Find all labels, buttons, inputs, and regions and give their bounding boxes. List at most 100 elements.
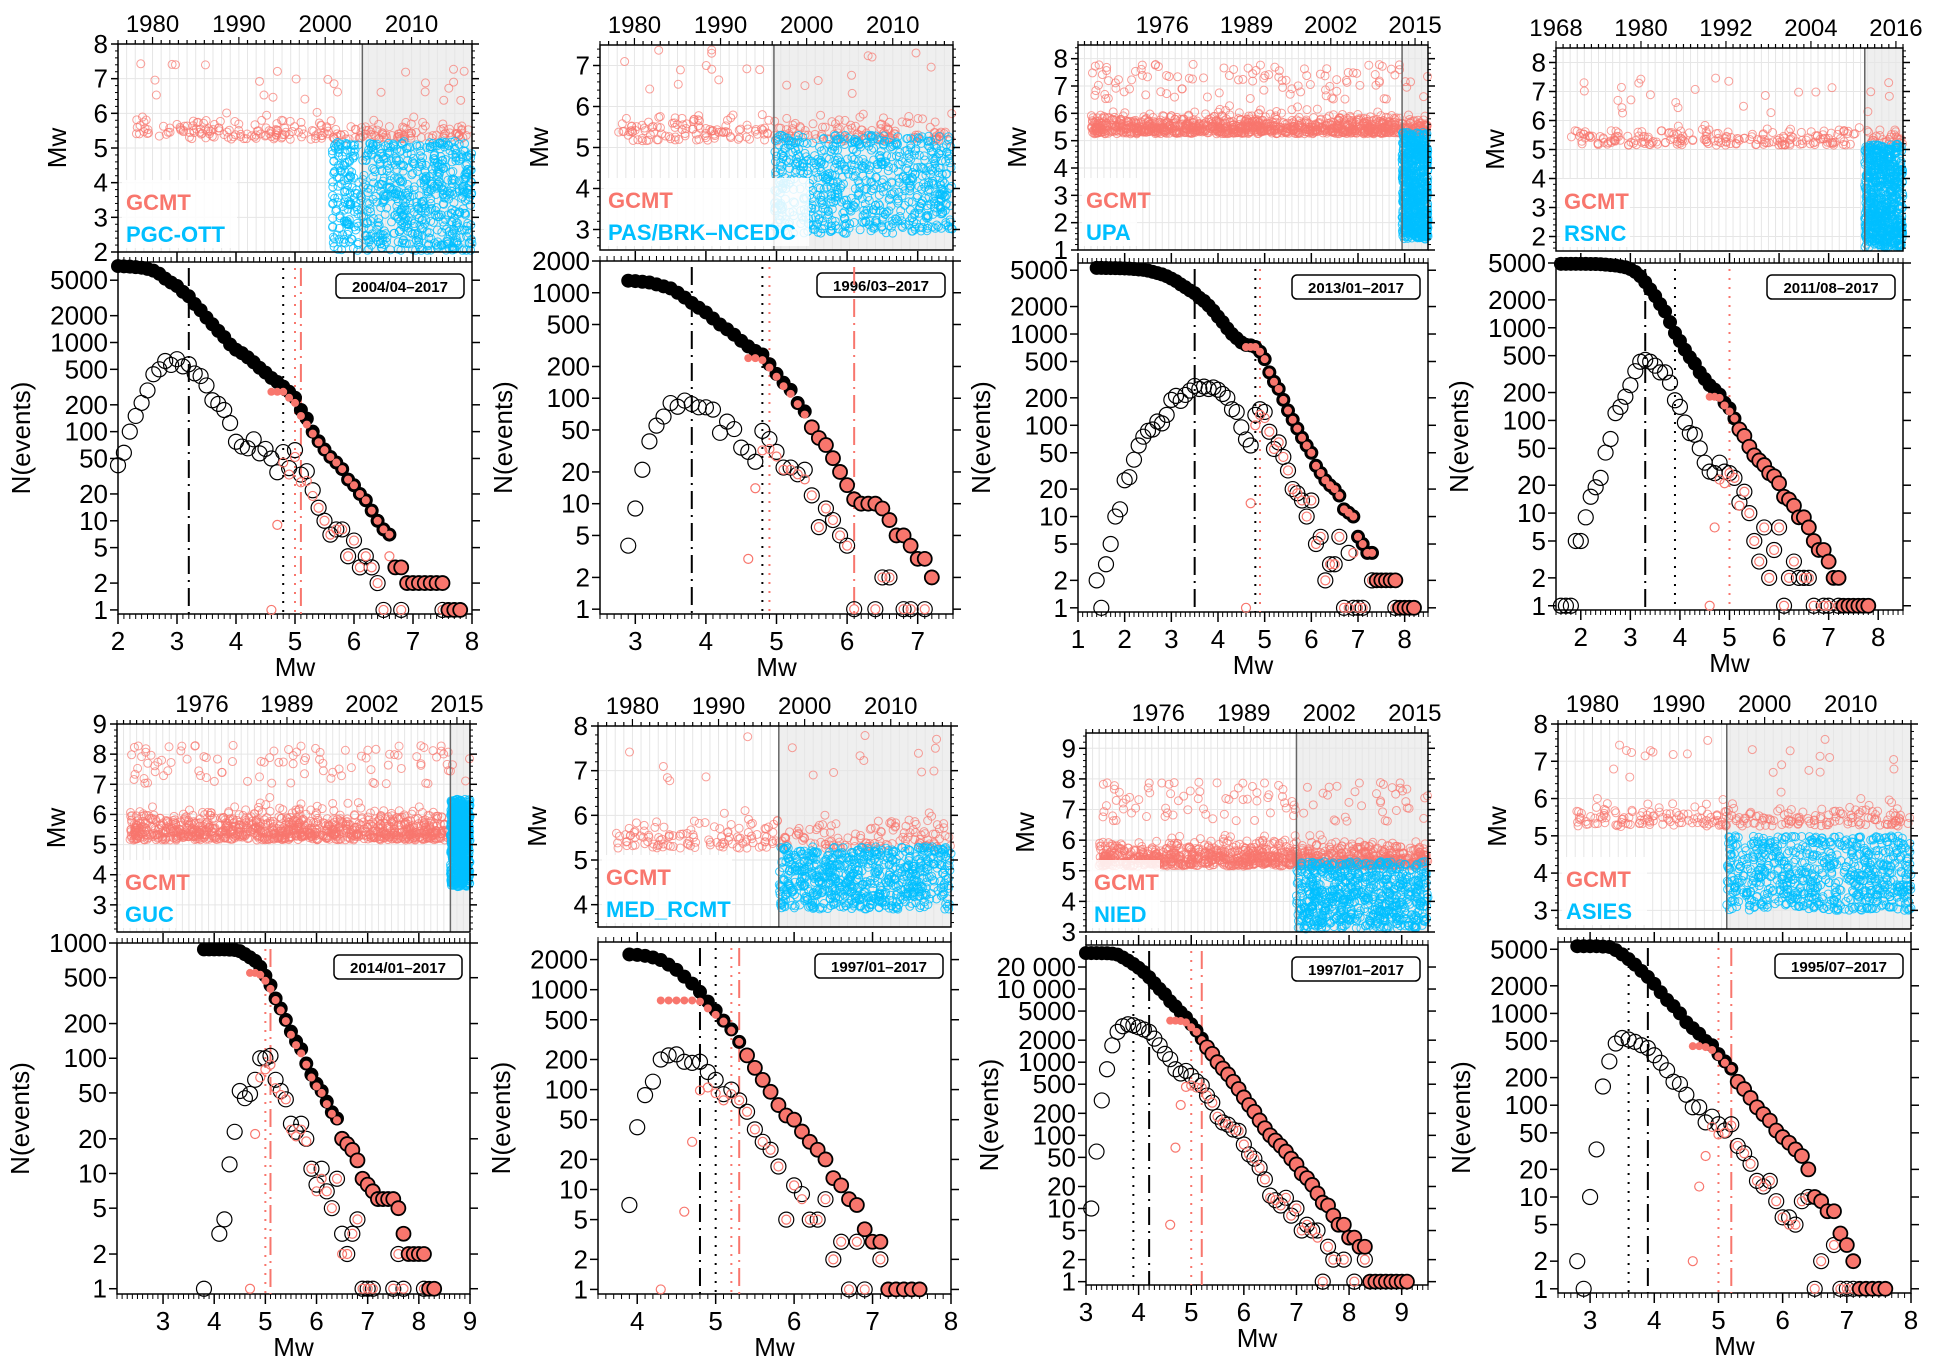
local-event — [342, 139, 352, 149]
gcmt-event — [707, 45, 717, 55]
noncumulative-gcmt-point — [331, 524, 342, 535]
gcmt-event — [1214, 88, 1224, 98]
x-tick-label: 6 — [840, 626, 854, 656]
gcmt-event — [820, 122, 830, 132]
gcmt-event — [701, 133, 711, 143]
local-event — [378, 236, 388, 246]
noncumulative-local-point — [298, 463, 315, 480]
gcmt-event — [144, 128, 154, 138]
y-tick-label: 4 — [1054, 153, 1068, 183]
cumulative-gcmt-point — [379, 525, 388, 534]
gcmt-event — [374, 119, 384, 129]
local-event — [447, 205, 457, 215]
local-event — [415, 220, 425, 230]
gcmt-event — [736, 124, 746, 134]
timeline-plot: 1980 1990 2000 2010 3 4 5 6 7 Mw GCMT PAS/BRK–NCEDC — [524, 12, 960, 251]
y-tick-label: 5000 — [50, 265, 108, 295]
gcmt-event — [416, 133, 426, 143]
local-event — [398, 161, 408, 171]
gcmt-event — [379, 132, 389, 142]
gcmt-event — [750, 126, 760, 136]
gcmt-event — [262, 110, 272, 120]
noncumulative-local-point — [345, 532, 363, 549]
x-tick-label: 6 — [347, 626, 361, 656]
local-event — [453, 209, 463, 219]
gcmt-event — [436, 124, 446, 134]
local-event — [439, 221, 449, 231]
local-event — [439, 199, 449, 209]
y-tick-label: 2 — [94, 568, 108, 598]
gcmt-event — [670, 122, 680, 132]
y-tick-label: 6 — [1054, 98, 1068, 128]
gcmt-event — [847, 70, 857, 80]
gcmt-event — [726, 113, 736, 123]
year-tick-label: 2000 — [299, 11, 352, 38]
y-tick-label: 50 — [79, 443, 108, 473]
y-tick-label: 10 — [79, 506, 108, 536]
local-event — [374, 220, 384, 230]
gcmt-event — [810, 129, 820, 139]
y-tick-label: 3 — [1054, 180, 1068, 210]
noncumulative-gcmt-point — [295, 477, 306, 488]
noncumulative-gcmt-point — [289, 451, 301, 463]
cumulative-gcmt-point — [839, 477, 855, 494]
local-event — [405, 142, 415, 152]
noncumulative-gcmt-point — [378, 604, 389, 616]
gcmt-event — [760, 123, 770, 133]
local-event — [429, 181, 439, 191]
local-event — [407, 170, 417, 180]
year-tick-label: 1990 — [694, 12, 747, 39]
panel-top-2: 1980 1990 2000 2010 3 4 5 6 7 Mw GCMT PAS/BRK–NCEDC… — [488, 12, 961, 682]
local-event — [359, 211, 369, 221]
gcmt-event — [339, 129, 349, 139]
local-event — [375, 157, 385, 167]
cumulative-gcmt-point — [772, 372, 781, 381]
local-event — [335, 139, 345, 149]
gcmt-event — [151, 90, 161, 100]
gcmt-event — [134, 129, 144, 139]
local-event — [450, 136, 460, 146]
y-tick-label: 2 — [576, 562, 590, 592]
gcmt-event — [259, 90, 269, 100]
gcmt-event — [332, 87, 342, 97]
local-event — [412, 197, 422, 207]
local-event — [438, 164, 448, 174]
local-event — [362, 198, 372, 208]
gcmt-event — [1340, 94, 1350, 104]
cumulative-gcmt-point — [338, 465, 347, 474]
gcmt-event — [346, 122, 356, 132]
local-event — [393, 244, 403, 254]
y-tick-label: 2 — [94, 237, 108, 267]
cumulative-gcmt-point — [881, 512, 898, 528]
y-tick-label: 1 — [94, 595, 108, 625]
y-tick-label: 5 — [576, 520, 590, 550]
local-event — [455, 154, 465, 164]
gcmt-event — [193, 117, 203, 127]
gcmt-event — [878, 113, 888, 123]
legend-local-catalog: PAS/BRK–NCEDC — [608, 220, 796, 245]
local-event — [400, 198, 410, 208]
gcmt-event — [214, 123, 224, 133]
local-event — [359, 170, 369, 180]
local-event — [415, 141, 425, 151]
fmd-x-axis-label: Mw — [275, 652, 316, 682]
local-event — [398, 195, 408, 205]
gcmt-event — [728, 110, 738, 120]
y-tick-label: 4 — [576, 174, 590, 204]
gcmt-event — [652, 122, 662, 132]
gcmt-event — [332, 129, 342, 139]
gcmt-event — [350, 124, 360, 134]
gcmt-event — [637, 136, 647, 146]
fmd-x-axis-label: Mw — [756, 652, 797, 682]
cumulative-gcmt-point — [923, 569, 940, 586]
gcmt-event — [150, 75, 160, 85]
local-event — [441, 215, 451, 225]
gcmt-event — [178, 127, 188, 137]
cumulative-gcmt-point — [902, 537, 919, 554]
noncumulative-local-point — [151, 361, 168, 378]
gcmt-event — [858, 109, 868, 119]
y-tick-label: 3 — [576, 215, 590, 245]
gcmt-event — [132, 115, 142, 125]
noncumulative-local-point — [328, 521, 345, 538]
fmd-plot: 3 4 5 6 7Mw12510205010020050010002000N(event… — [488, 246, 961, 682]
